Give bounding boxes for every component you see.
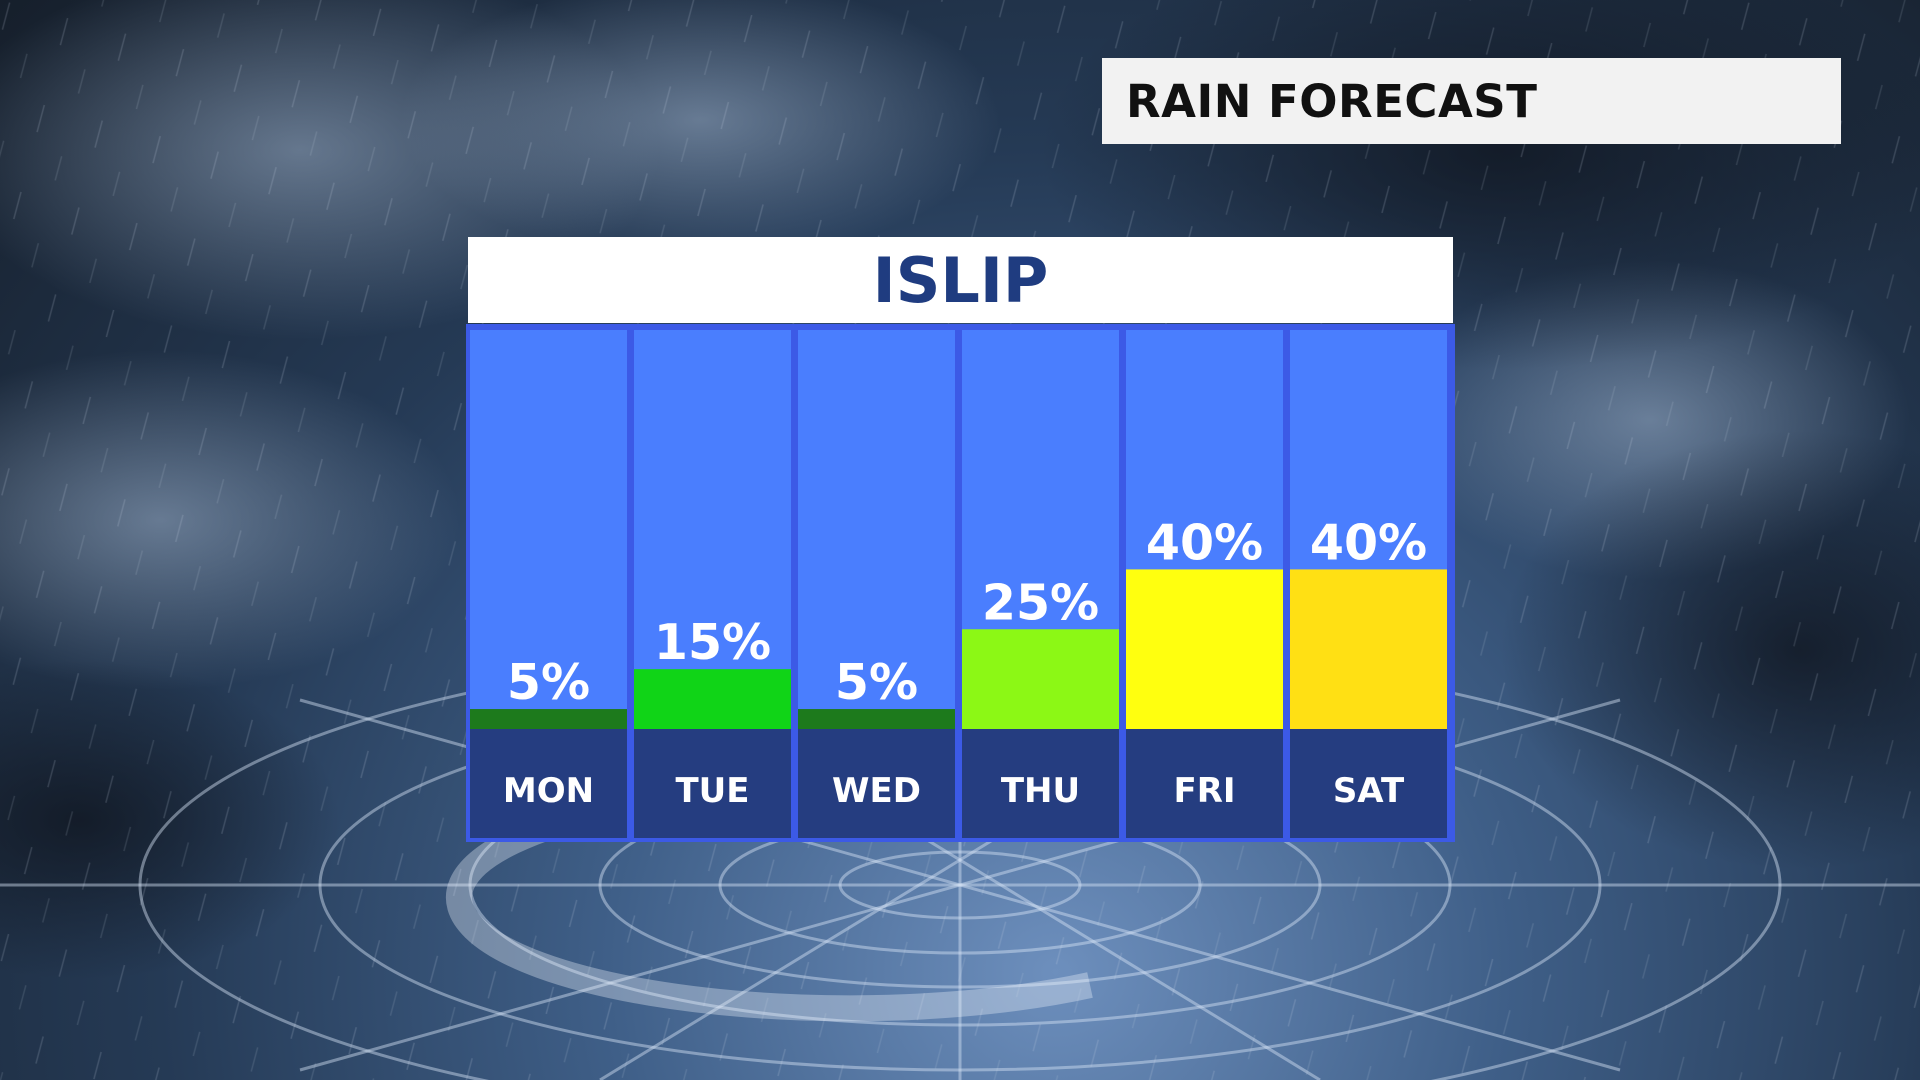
column-bg-wed xyxy=(798,330,955,729)
bar-tue xyxy=(634,669,791,729)
bar-fri xyxy=(1126,569,1283,729)
column-bg-tue xyxy=(634,330,791,729)
value-label-mon: 5% xyxy=(507,654,590,711)
day-base-thu xyxy=(962,729,1119,838)
rain-chance-chart: 5% MON 15% TUE 5% WED 25% THU 40% FRI 40% SAT xyxy=(466,324,1455,842)
bar-thu xyxy=(962,629,1119,729)
day-base-sat xyxy=(1290,729,1447,838)
value-label-thu: 25% xyxy=(982,574,1099,631)
rain-forecast-title: RAIN FORECAST xyxy=(1126,74,1538,128)
day-base-fri xyxy=(1126,729,1283,838)
station-header: ISLIP xyxy=(468,237,1453,323)
value-label-sat: 40% xyxy=(1310,514,1427,571)
station-name: ISLIP xyxy=(872,243,1049,317)
day-base-tue xyxy=(634,729,791,838)
day-base-mon xyxy=(470,729,627,838)
column-bg-mon xyxy=(470,330,627,729)
day-label-tue: TUE xyxy=(675,771,749,811)
bar-sat xyxy=(1290,569,1447,729)
day-label-thu: THU xyxy=(1001,771,1080,811)
radar-sweep-arc xyxy=(445,797,1093,1022)
rain-forecast-title-box: RAIN FORECAST xyxy=(1102,58,1841,144)
value-label-fri: 40% xyxy=(1146,514,1263,571)
day-label-mon: MON xyxy=(503,771,594,811)
bar-wed xyxy=(798,709,955,729)
day-label-wed: WED xyxy=(832,771,921,811)
day-label-fri: FRI xyxy=(1173,771,1235,811)
day-base-wed xyxy=(798,729,955,838)
value-label-tue: 15% xyxy=(654,614,771,671)
value-label-wed: 5% xyxy=(835,654,918,711)
day-label-sat: SAT xyxy=(1333,771,1405,811)
bar-mon xyxy=(470,709,627,729)
